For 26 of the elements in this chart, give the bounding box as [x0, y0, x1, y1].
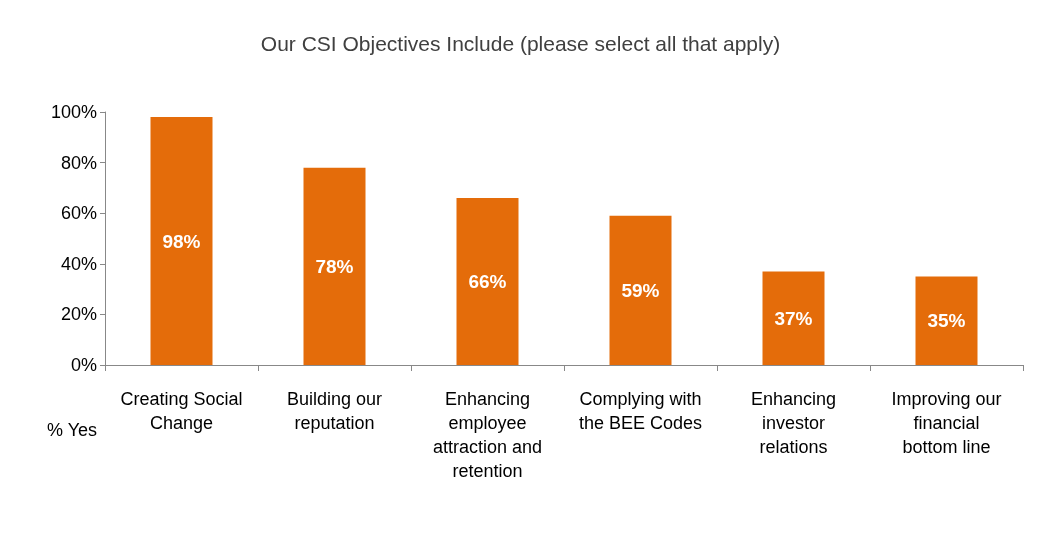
- x-tick-label: Creating Social Change: [120, 389, 243, 433]
- y-tick-label: 40%: [60, 253, 97, 274]
- data-label: 59%: [621, 279, 660, 301]
- y-tick-label: 20%: [60, 304, 97, 325]
- bar: [456, 198, 519, 365]
- bar: [609, 215, 672, 365]
- data-label: 37%: [774, 307, 813, 329]
- data-label: 35%: [927, 310, 966, 332]
- x-tick-label: Enhancing employee attraction and retention: [432, 389, 543, 481]
- bar: [303, 167, 366, 365]
- y-tick-label: 0%: [70, 355, 97, 375]
- data-label: 78%: [315, 255, 354, 277]
- x-tick-label: Building our reputation: [286, 389, 383, 433]
- data-label: 98%: [162, 230, 201, 252]
- bar: [150, 117, 213, 365]
- chart-title: Our CSI Objectives Include (please select all that apply): [260, 32, 781, 55]
- x-axis-title: % Yes: [46, 420, 97, 440]
- data-label: 66%: [468, 271, 507, 293]
- bar: [762, 271, 825, 365]
- x-tick-label: Enhancing investor relations: [750, 389, 837, 457]
- x-tick-label: Improving our financial bottom line: [891, 389, 1002, 457]
- y-tick-label: 80%: [60, 152, 97, 173]
- y-tick-label: 100%: [50, 102, 97, 122]
- bar: [915, 276, 978, 365]
- x-tick-label: Complying with the BEE Codes: [578, 389, 703, 433]
- y-tick-label: 60%: [60, 203, 97, 224]
